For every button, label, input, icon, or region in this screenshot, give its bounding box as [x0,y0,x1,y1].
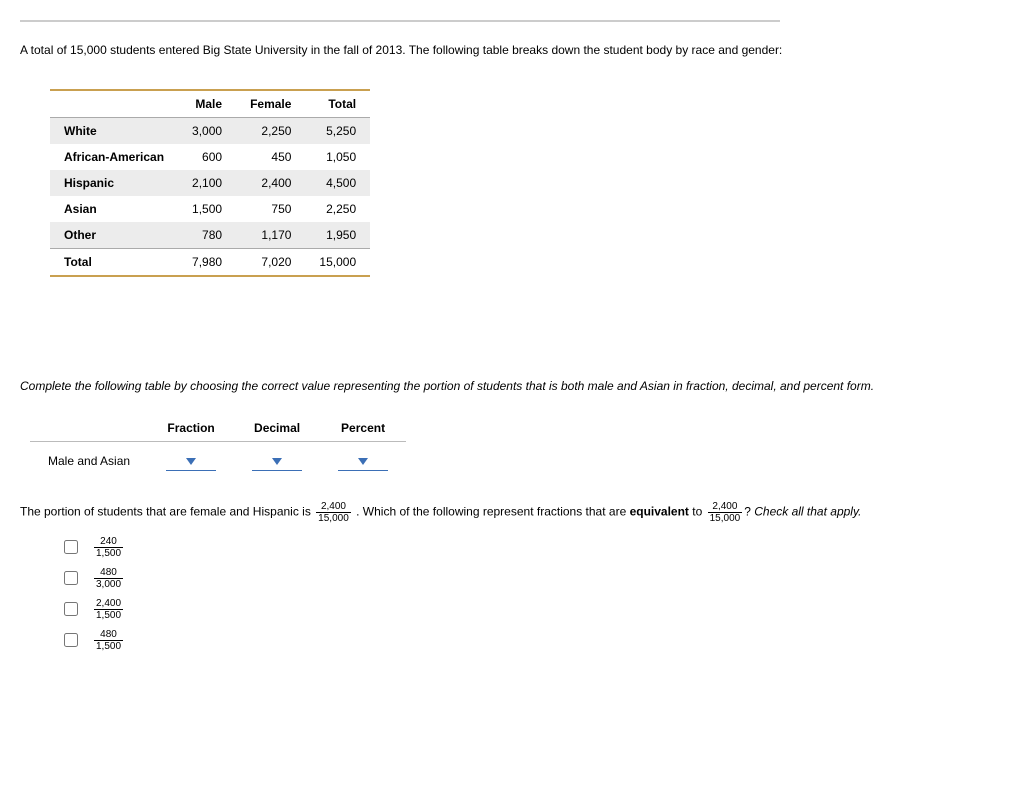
table-row: Asian 1,500 750 2,250 [50,196,370,222]
fraction-option: 240 1,500 [94,536,123,559]
chevron-down-icon [358,458,368,465]
fraction-display: 2,400 15,000 [316,501,351,524]
ans-col-decimal: Decimal [234,415,320,442]
list-item: 480 3,000 [60,567,1004,590]
col-male: Male [178,90,236,118]
option-checkbox-2[interactable] [64,571,78,585]
ans-col-percent: Percent [320,415,406,442]
col-total: Total [305,90,370,118]
fraction-option: 480 1,500 [94,629,123,652]
ans-col-fraction: Fraction [148,415,234,442]
option-checkbox-3[interactable] [64,602,78,616]
table-row: Hispanic 2,100 2,400 4,500 [50,170,370,196]
col-female: Female [236,90,305,118]
decimal-dropdown[interactable] [252,452,302,471]
ans-row-label: Male and Asian [30,441,148,481]
percent-dropdown[interactable] [338,452,388,471]
table-row: Male and Asian [30,441,406,481]
option-checkbox-4[interactable] [64,633,78,647]
list-item: 480 1,500 [60,629,1004,652]
top-divider [20,20,780,22]
table-row: African-American 600 450 1,050 [50,144,370,170]
question2-paragraph: The portion of students that are female … [20,501,1004,524]
chevron-down-icon [186,458,196,465]
option-checkbox-1[interactable] [64,540,78,554]
table-row: Other 780 1,170 1,950 [50,222,370,249]
chevron-down-icon [272,458,282,465]
instruction-paragraph: Complete the following table by choosing… [20,377,1004,395]
table-row: White 3,000 2,250 5,250 [50,117,370,144]
intro-paragraph: A total of 15,000 students entered Big S… [20,42,1004,59]
list-item: 240 1,500 [60,536,1004,559]
table-row-total: Total 7,980 7,020 15,000 [50,248,370,276]
answer-table: Fraction Decimal Percent Male and Asian [30,415,406,481]
fraction-display: 2,400 15,000 [708,501,743,524]
student-demographics-table: Male Female Total White 3,000 2,250 5,25… [50,89,370,277]
fraction-option: 2,400 1,500 [94,598,123,621]
fraction-dropdown[interactable] [166,452,216,471]
list-item: 2,400 1,500 [60,598,1004,621]
fraction-option: 480 3,000 [94,567,123,590]
equivalent-fractions-checklist: 240 1,500 480 3,000 2,400 1,500 480 1,50… [60,536,1004,652]
